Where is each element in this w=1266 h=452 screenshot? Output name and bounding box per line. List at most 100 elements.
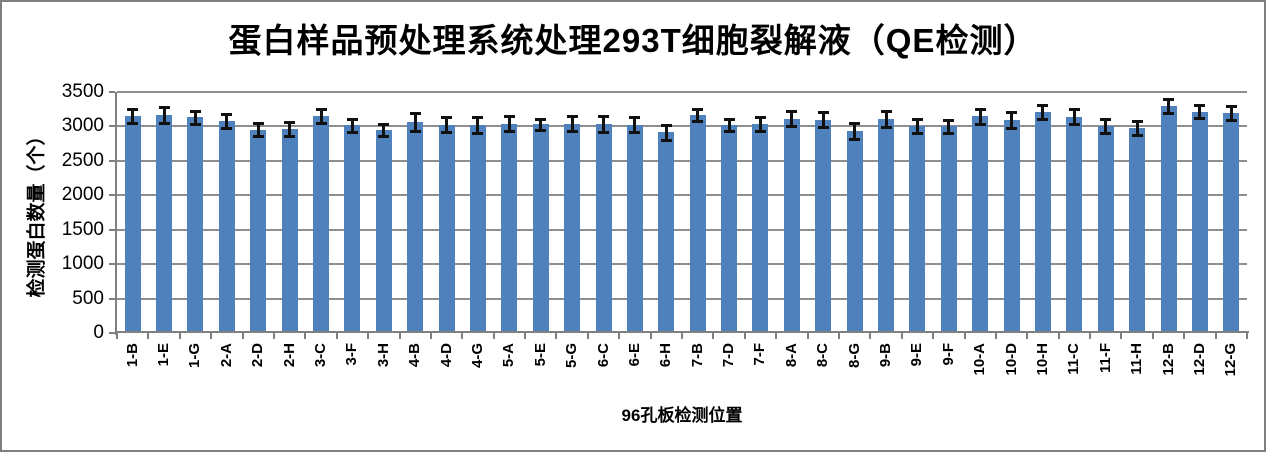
error-bar-line — [350, 118, 354, 133]
error-bar-line — [507, 116, 511, 132]
x-tick-label: 9-B — [877, 343, 895, 368]
x-axis-tick — [1151, 333, 1154, 339]
bar — [469, 125, 486, 333]
error-bar-line — [664, 125, 668, 140]
x-tick-label: 11-F — [1096, 343, 1114, 374]
chart-title: 蛋白样品预处理系统处理293T细胞裂解液（QE检测） — [228, 22, 1038, 59]
bar — [281, 128, 298, 333]
error-bar-cap-bottom — [472, 131, 484, 135]
error-bar-cap-top — [1163, 97, 1175, 101]
error-bar-line — [884, 110, 888, 128]
x-tick-label: 5-G — [563, 343, 581, 369]
error-bar-cap-bottom — [378, 135, 390, 139]
error-bar-cap-bottom — [1163, 111, 1175, 115]
x-tick-label: 12-B — [1159, 343, 1177, 376]
x-axis-tick — [963, 333, 966, 339]
y-axis-tick — [109, 159, 115, 162]
error-bar-cap-top — [723, 117, 735, 121]
error-bar-cap-top — [1037, 104, 1049, 108]
x-axis-tick — [743, 333, 746, 339]
x-tick-label: 2-H — [280, 343, 298, 368]
error-bar-cap-top — [911, 117, 923, 121]
error-bar-cap-top — [441, 116, 453, 120]
bar — [1223, 112, 1240, 333]
bar — [658, 132, 675, 333]
error-bar-line — [1198, 105, 1202, 118]
x-tick-label: 3-F — [343, 343, 361, 366]
error-bar-cap-bottom — [943, 131, 955, 135]
x-tick-label: 1-G — [186, 343, 204, 369]
bar — [313, 115, 330, 333]
error-bar-cap-top — [1100, 118, 1112, 122]
error-bar-line — [696, 108, 700, 121]
x-tick-label: 8-A — [782, 343, 800, 368]
error-bar-cap-bottom — [1194, 116, 1206, 120]
x-tick-label: 7-F — [751, 343, 769, 366]
bar — [783, 118, 800, 333]
x-tick-label: 7-D — [720, 343, 738, 368]
bar — [564, 123, 581, 333]
y-tick-label: 2000 — [61, 184, 104, 206]
error-bar-cap-bottom — [754, 130, 766, 134]
y-axis-tick — [109, 228, 115, 231]
y-tick-label: 3000 — [61, 115, 104, 137]
error-bar-cap-top — [127, 107, 139, 111]
x-tick-label: 7-B — [688, 343, 706, 368]
error-bar-line — [602, 116, 606, 132]
y-tick-label: 3500 — [61, 81, 104, 102]
x-axis-tick — [429, 333, 432, 339]
gridline — [117, 91, 1247, 93]
error-bar-line — [1072, 109, 1076, 125]
x-axis-tick — [900, 333, 903, 339]
error-bar-cap-top — [817, 111, 829, 115]
y-axis-tick — [109, 263, 115, 266]
error-bar-cap-bottom — [284, 134, 296, 138]
bar — [595, 124, 612, 333]
y-axis-tick — [109, 297, 115, 300]
error-bar-cap-top — [660, 124, 672, 128]
error-bar-cap-bottom — [598, 130, 610, 134]
x-axis-tick — [335, 333, 338, 339]
x-axis-tick — [775, 333, 778, 339]
error-bar-line — [1229, 105, 1233, 120]
x-axis-tick — [649, 333, 652, 339]
error-bar-line — [476, 117, 480, 133]
bar — [156, 115, 173, 333]
x-tick-label: 5-E — [531, 343, 549, 367]
x-tick-label: 3-C — [312, 343, 330, 368]
error-bar-line — [570, 116, 574, 131]
error-bar-cap-bottom — [880, 126, 892, 130]
bar — [250, 129, 267, 333]
error-bar-cap-top — [1068, 108, 1080, 112]
x-axis-tick — [586, 333, 589, 339]
error-bar-cap-bottom — [441, 131, 453, 135]
error-bar-line — [319, 108, 323, 123]
error-bar-cap-bottom — [1006, 127, 1018, 131]
y-tick-label: 1500 — [61, 218, 104, 240]
x-tick-label: 10-A — [971, 343, 989, 376]
x-tick-label: 8-C — [814, 343, 832, 368]
gridline — [117, 125, 1247, 128]
error-bar-line — [853, 123, 857, 140]
bar — [218, 120, 235, 333]
error-bar-cap-top — [189, 109, 201, 113]
error-bar-line — [445, 117, 449, 133]
error-bar-line — [947, 119, 951, 133]
error-bar-cap-top — [566, 115, 578, 119]
x-tick-label: 10-H — [1033, 343, 1051, 376]
y-tick-label: 500 — [72, 287, 104, 309]
error-bar-cap-bottom — [503, 130, 515, 134]
bar — [438, 124, 455, 333]
x-tick-label: 11-H — [1128, 343, 1146, 375]
error-bar-cap-bottom — [315, 121, 327, 125]
x-axis-tick — [932, 333, 935, 339]
error-bar-line — [978, 108, 982, 124]
error-bar-cap-top — [1131, 120, 1143, 124]
error-bar-cap-top — [754, 115, 766, 119]
x-axis-tick — [555, 333, 558, 339]
bar — [344, 125, 361, 333]
x-axis-tick — [681, 333, 683, 339]
bar — [187, 117, 204, 333]
error-bar-line — [256, 123, 260, 136]
